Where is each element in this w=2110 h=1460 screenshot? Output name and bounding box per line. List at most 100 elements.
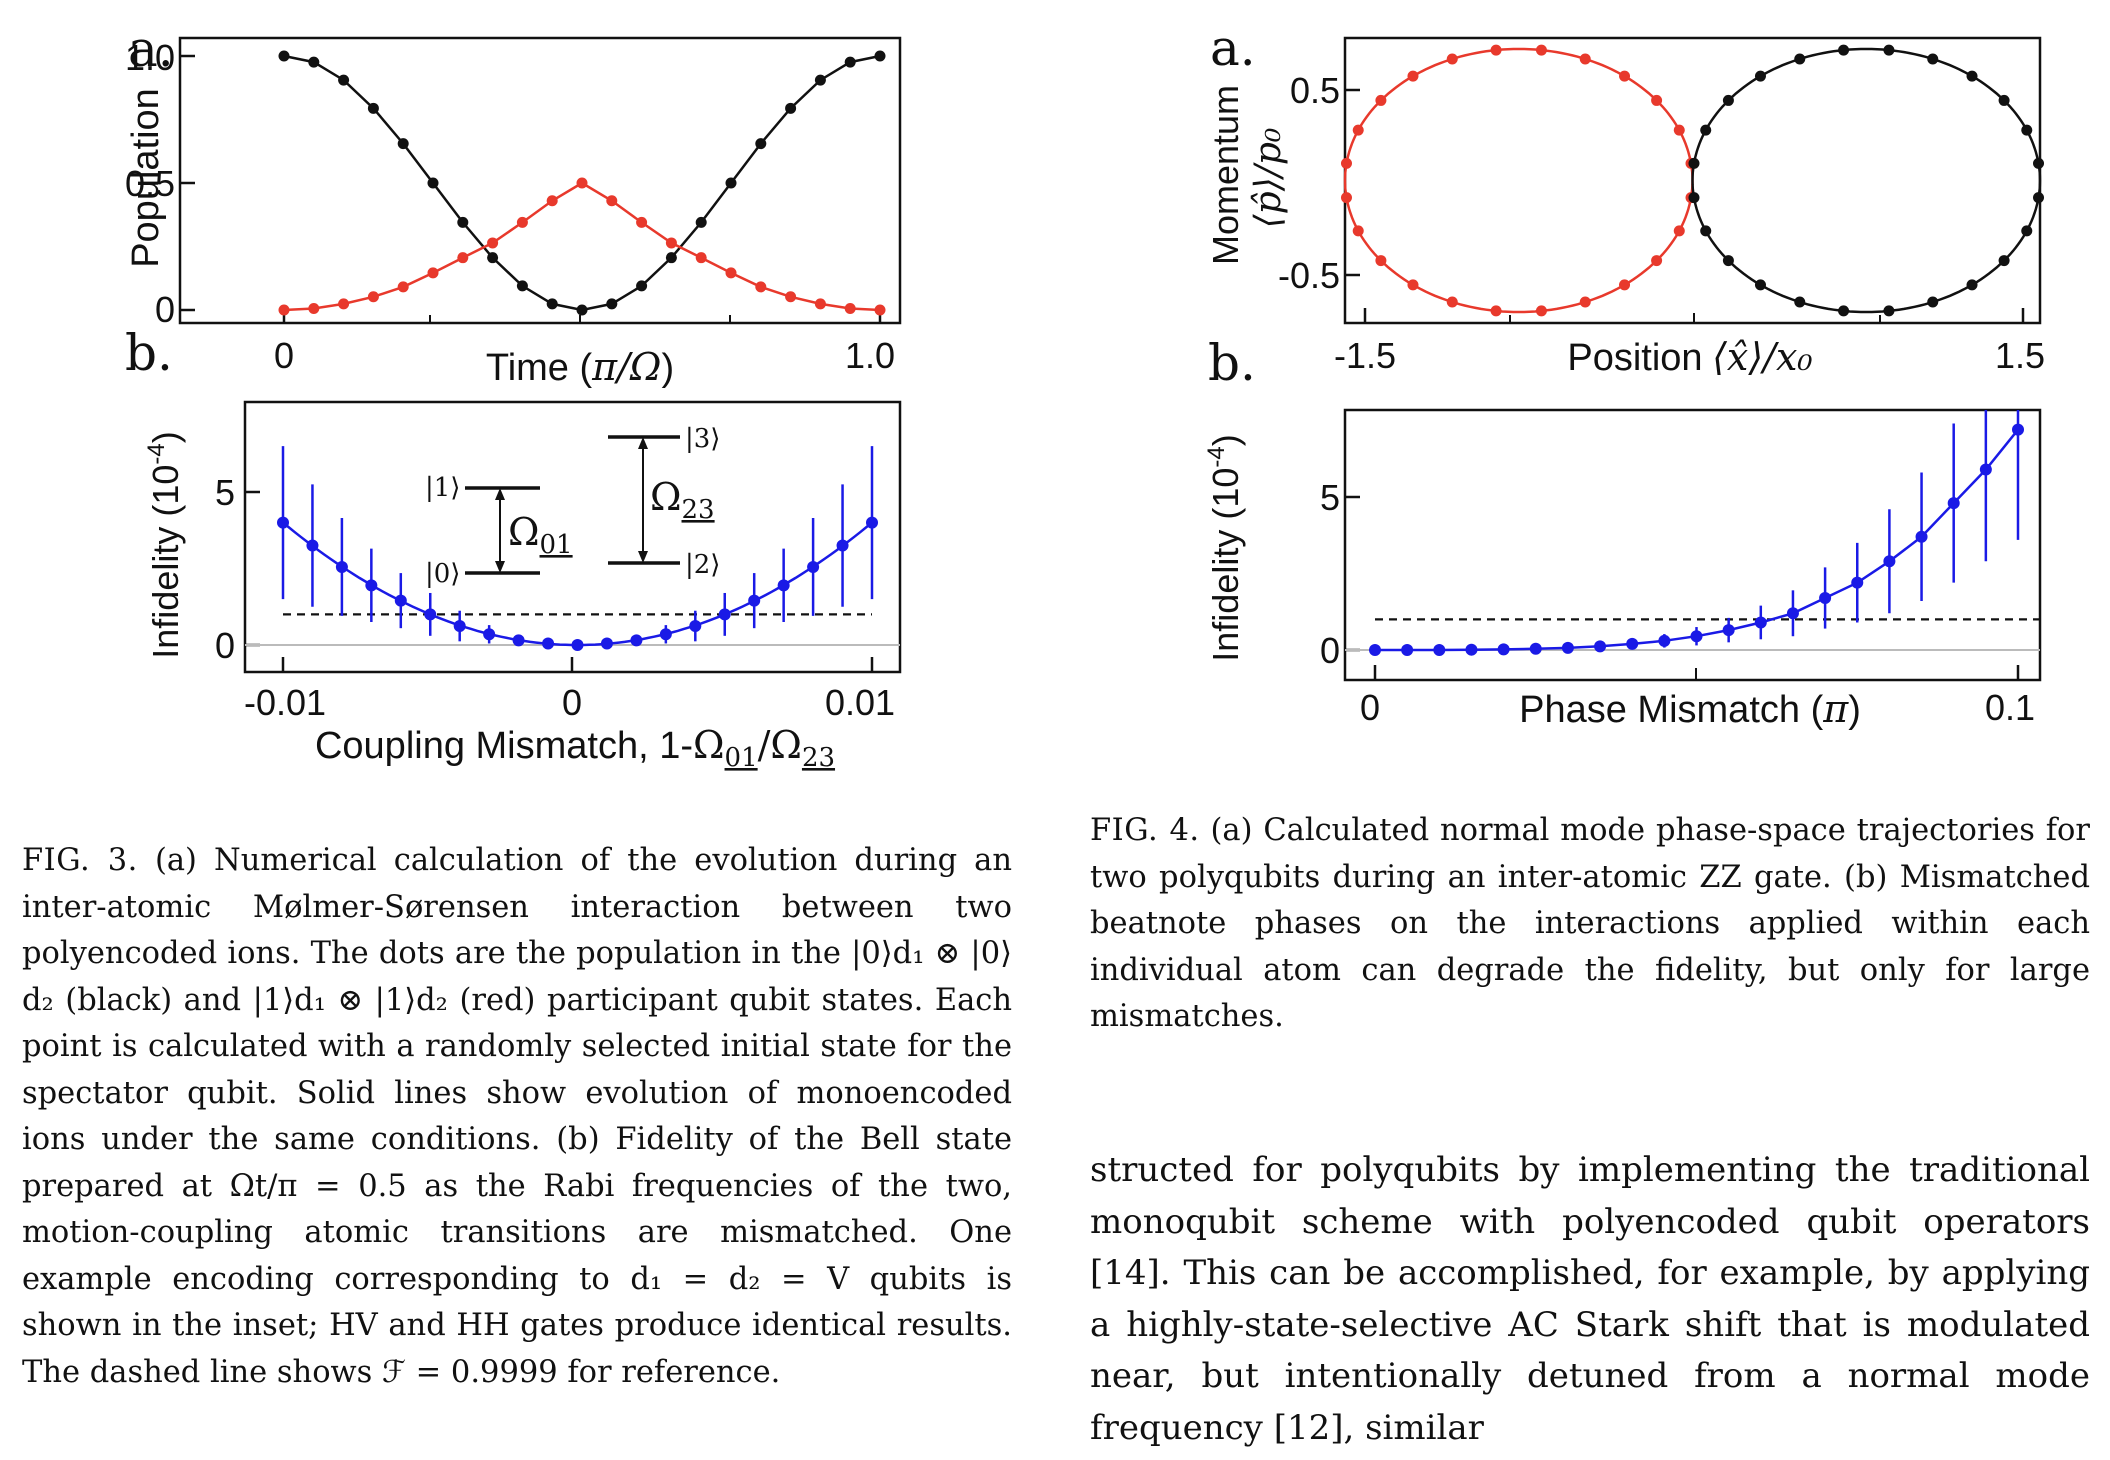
fig3a-point-black (576, 304, 588, 316)
fig4a-point-black (1754, 279, 1766, 291)
fig4a-point-black (1883, 305, 1895, 317)
fig3b-point (689, 620, 702, 633)
fig4a-point-black (1966, 70, 1978, 82)
fig4b-xtick-0: 0 (1360, 687, 1380, 728)
fig3b-point (483, 628, 496, 641)
fig4b-point (1401, 644, 1414, 656)
fig3-figure: a. 1.0 0.5 0 Population 0 1.0 Time (π/Ω)… (0, 0, 940, 790)
fig4a-point-red (1352, 225, 1364, 237)
fig4a-point-red (1375, 94, 1387, 106)
fig3a-point-black (457, 216, 469, 228)
fig3a-plot-area (278, 50, 886, 316)
fig4a-point-red (1352, 124, 1364, 136)
fig4a-point-black (1927, 296, 1939, 308)
fig3b-point (365, 579, 378, 592)
fig4a-point-red (1619, 70, 1631, 82)
fig3b-inset-level-diagram: |1⟩ |0⟩ Ω01 |3⟩ |2⟩ Ω23 (425, 424, 720, 589)
fig4b-frame (1343, 408, 2042, 682)
fig4b-point (1947, 497, 1960, 510)
fig3b-plot-area (277, 446, 878, 651)
fig3b-point (748, 594, 761, 607)
fig4a-point-red (1490, 44, 1502, 56)
fig3b-point (277, 516, 289, 529)
fig3a-ylabel: Population (125, 88, 167, 268)
fig4b-point (1979, 463, 1992, 476)
fig3-caption-text: (a) Numerical calculation of the evoluti… (22, 843, 1013, 1390)
fig4-figure: a. 0.5 -0.5 Momentum ⟨p̂⟩/p₀ -1.5 1.5 Po… (1190, 0, 2110, 790)
fig4a-point-black (1700, 225, 1712, 237)
fig4b-point (2012, 423, 2024, 436)
fig3a-point-red (457, 252, 469, 264)
fig3a-point-black (546, 298, 558, 310)
fig3a-xtick-1: 1.0 (845, 335, 895, 376)
fig3b-point (306, 539, 319, 552)
fig4b-point (1369, 644, 1381, 656)
fig4a-plot-area (1340, 44, 2045, 317)
fig4a-point-red (1651, 94, 1663, 106)
fig4b-xlabel: Phase Mismatch (π) (1519, 687, 1861, 731)
fig3b-point (630, 634, 643, 647)
fig4a-point-red (1490, 305, 1502, 317)
fig3a-point-red (725, 267, 737, 279)
fig4a-point-red (1340, 192, 1352, 204)
fig3a-point-red (785, 291, 797, 303)
fig3a-xlabel: Time (π/Ω) (486, 345, 674, 389)
fig4a-point-red (1619, 279, 1631, 291)
fig3b-xtick-pos: 0.01 (825, 682, 895, 723)
fig3a-point-black (725, 177, 737, 189)
fig3b-ytick-0: 0 (215, 625, 235, 666)
fig3a-point-black (516, 280, 528, 292)
fig3b-point (453, 620, 466, 633)
fig3a-point-red (576, 177, 588, 189)
fig3b-point (807, 560, 820, 573)
fig4-caption: FIG. 4. (a) Calculated normal mode phase… (1090, 808, 2090, 1041)
fig4a-xtick-neg: -1.5 (1334, 335, 1396, 376)
fig4a-point-black (1998, 255, 2010, 267)
fig3a-point-red (278, 304, 290, 316)
fig3b-xtick-0: 0 (562, 682, 582, 723)
fig4a-point-black (1754, 70, 1766, 82)
fig4a-xtick-pos: 1.5 (1995, 335, 2045, 376)
fig4b-point (1915, 530, 1928, 543)
fig3a-point-black (814, 74, 826, 86)
fig3a-frame (178, 36, 902, 325)
fig4b-panel-label: b. (1208, 334, 1256, 392)
fig4b-point (1883, 555, 1896, 568)
fig4a-point-black (1722, 94, 1734, 106)
fig4a-point-red (1407, 279, 1419, 291)
fig3b-point (659, 628, 672, 641)
fig4a-ytick-pos: 0.5 (1290, 70, 1340, 111)
fig3b-point (424, 608, 437, 621)
fig4a-point-black (1700, 124, 1712, 136)
fig4a-point-black (1883, 44, 1895, 56)
fig4b-point (1626, 637, 1639, 650)
fig4a-point-black (2033, 157, 2045, 169)
fig3a-point-red (427, 267, 439, 279)
fig4a-point-black (1998, 94, 2010, 106)
fig3a-point-red (367, 291, 379, 303)
inset-ket-1: |1⟩ (425, 473, 460, 503)
inset-ket-2: |2⟩ (685, 550, 720, 580)
fig3a-point-black (755, 138, 767, 150)
fig4a-panel-label: a. (1210, 19, 1256, 77)
fig3b-xtick-neg: -0.01 (244, 682, 326, 723)
fig4b-ylabel: Infidelity (10-4) (1203, 434, 1246, 661)
fig3a-point-red (874, 304, 886, 316)
fig4b-point (1594, 640, 1607, 653)
fig3a-ytick-05: 0.5 (125, 163, 175, 204)
fig4a-xlabel: Position ⟨x̂⟩/x₀ (1567, 335, 1812, 379)
fig3a-point-red (695, 252, 707, 264)
fig3a-point-red (338, 298, 350, 310)
fig3a-point-black (427, 177, 439, 189)
fig4a-point-black (1794, 53, 1806, 65)
fig3a-point-black (606, 298, 618, 310)
fig3a-point-red (308, 302, 320, 314)
fig3b-point (571, 639, 584, 651)
fig4a-point-red (1340, 157, 1352, 169)
fig3a-point-black (695, 216, 707, 228)
fig4a-point-red (1446, 296, 1458, 308)
fig4a-point-black (1688, 157, 1700, 169)
fig3a-point-red (487, 237, 499, 249)
body-paragraph: structed for polyqubits by implementing … (1090, 1150, 2090, 1448)
fig3a-point-black (785, 102, 797, 114)
